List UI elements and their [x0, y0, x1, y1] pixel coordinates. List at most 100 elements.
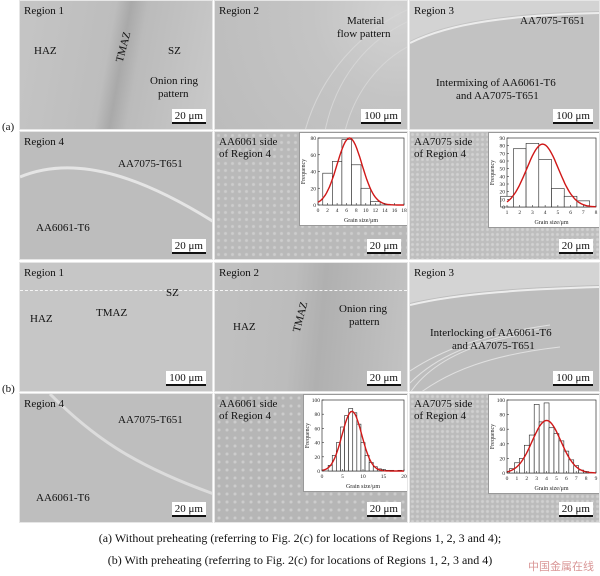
- y-tick-label: 60: [500, 427, 506, 433]
- x-tick-label: 7: [575, 476, 578, 482]
- label-flow-pattern: flow pattern: [337, 28, 391, 40]
- x-tick-label: 5: [341, 474, 344, 480]
- x-tick-label: 1: [516, 476, 519, 482]
- micrograph-a-aa6061-side: AA6061 side of Region 4 0 20 40 60 80 0 2 4 6 8 10…: [214, 131, 408, 260]
- y-tick-label: 60: [315, 426, 321, 432]
- label-intermixing-2: and AA7075-T651: [456, 90, 539, 102]
- y-tick-label: 50: [500, 167, 506, 173]
- x-tick-label: 2: [518, 210, 521, 216]
- label-aa7075: AA7075-T651: [118, 158, 183, 170]
- x-tick-label: 10: [363, 208, 369, 214]
- label-of-region: of Region 4: [219, 410, 271, 422]
- histogram-bar: [543, 402, 550, 474]
- x-tick-label: 18: [401, 208, 407, 214]
- scale-bar: 100 μm: [166, 371, 206, 386]
- label-haz: HAZ: [30, 313, 53, 325]
- caption-a: (a) Without preheating (referring to Fig…: [98, 531, 502, 545]
- y-tick-label: 40: [311, 170, 317, 176]
- scale-bar: 20 μm: [366, 239, 401, 254]
- label-sz: SZ: [166, 287, 179, 299]
- histogram-bar: [538, 421, 545, 474]
- histogram-bar: [533, 404, 540, 474]
- label-aa6061: AA6061-T6: [36, 222, 90, 234]
- label-region: Region 3: [414, 5, 455, 17]
- y-tick-label: 20: [500, 456, 506, 462]
- y-axis-label: Frequency: [490, 424, 496, 449]
- x-tick-label: 15: [381, 474, 387, 480]
- y-tick-label: 60: [500, 159, 506, 165]
- scale-bar: 20 μm: [171, 109, 206, 124]
- label-region: Region 3: [414, 267, 455, 279]
- row-marker-b: (b): [2, 383, 15, 395]
- label-region: Region 4: [24, 398, 65, 410]
- scale-bar: 20 μm: [171, 239, 206, 254]
- fit-curve: [506, 143, 597, 208]
- histogram-bar: [360, 187, 371, 206]
- x-axis-label: Grain size/μm: [346, 484, 380, 490]
- y-tick-label: 40: [315, 441, 321, 447]
- y-tick-label: 0: [502, 471, 505, 477]
- label-pattern: pattern: [158, 88, 189, 100]
- y-tick-label: 80: [315, 412, 321, 418]
- y-tick-label: 80: [500, 144, 506, 150]
- histogram-bar: [348, 408, 354, 472]
- micrograph-a-aa7075-side: AA7075 side of Region 4 0 10 20 30 40 50 60 70 8…: [409, 131, 600, 260]
- y-tick-label: 20: [315, 455, 321, 461]
- y-tick-label: 70: [500, 151, 506, 157]
- label-side: AA6061 side: [219, 398, 278, 410]
- y-tick-label: 90: [500, 136, 506, 142]
- y-tick-label: 0: [502, 205, 505, 211]
- histogram-bar: [322, 172, 333, 206]
- x-tick-label: 9: [595, 476, 598, 482]
- histogram-bar: [332, 161, 343, 206]
- x-tick-label: 5: [556, 210, 559, 216]
- x-tick-label: 10: [360, 474, 366, 480]
- x-tick-label: 0: [317, 208, 320, 214]
- x-tick-label: 20: [401, 474, 407, 480]
- x-tick-label: 6: [565, 476, 568, 482]
- label-aa7075: AA7075-T651: [118, 414, 183, 426]
- histogram-bar: [341, 139, 352, 206]
- label-side: AA6061 side: [219, 136, 278, 148]
- label-of-region: of Region 4: [219, 148, 271, 160]
- watermark: 中国金属在线: [528, 560, 594, 573]
- x-tick-label: 3: [535, 476, 538, 482]
- x-tick-label: 8: [585, 476, 588, 482]
- label-side: AA7075 side: [414, 136, 473, 148]
- x-tick-label: 4: [545, 476, 548, 482]
- label-onion-ring: Onion ring: [150, 75, 198, 87]
- x-tick-label: 8: [595, 210, 598, 216]
- histogram-bar: [360, 442, 366, 472]
- y-axis-label: Frequency: [305, 423, 311, 448]
- x-tick-label: 0: [321, 474, 324, 480]
- scale-bar: 100 μm: [553, 371, 593, 386]
- fit-curve: [321, 410, 404, 472]
- label-sz: SZ: [168, 45, 181, 57]
- histogram-bar: [352, 412, 358, 472]
- y-tick-label: 30: [500, 182, 506, 188]
- fit-curve: [317, 137, 404, 206]
- label-tmaz: TMAZ: [96, 307, 128, 319]
- label-aa7075: AA7075-T651: [520, 15, 585, 27]
- micrograph-b-aa7075-side: AA7075 side of Region 4 0 20 40 60 80 100 0 1 2 3…: [409, 393, 600, 523]
- y-tick-label: 0: [313, 203, 316, 209]
- x-tick-label: 0: [506, 476, 509, 482]
- fit-curve: [506, 419, 597, 474]
- micrograph-b-region-4: Region 4 AA7075-T651 AA6061-T6 20 μm: [19, 393, 213, 523]
- y-tick-label: 20: [500, 190, 506, 196]
- micrograph-b-aa6061-side: AA6061 side of Region 4 0 20 40 60 80 100 0 5 10…: [214, 393, 408, 523]
- micrograph-a-region-1: Region 1 HAZ TMAZ SZ Onion ring pattern …: [19, 0, 213, 130]
- label-haz: HAZ: [34, 45, 57, 57]
- y-tick-label: 80: [311, 136, 317, 142]
- micrograph-a-region-4: Region 4 AA7075-T651 AA6061-T6 20 μm: [19, 131, 213, 260]
- y-axis-label: Frequency: [301, 159, 307, 184]
- histogram-b-aa6061: 0 20 40 60 80 100 0 5 10 15 20 Grain size/μm Frequen…: [303, 394, 407, 492]
- y-tick-label: 100: [497, 398, 506, 404]
- scale-bar: 100 μm: [553, 109, 593, 124]
- y-tick-label: 40: [500, 174, 506, 180]
- histogram-bar: [351, 164, 362, 206]
- x-tick-label: 7: [582, 210, 585, 216]
- histogram-bar: [538, 159, 552, 208]
